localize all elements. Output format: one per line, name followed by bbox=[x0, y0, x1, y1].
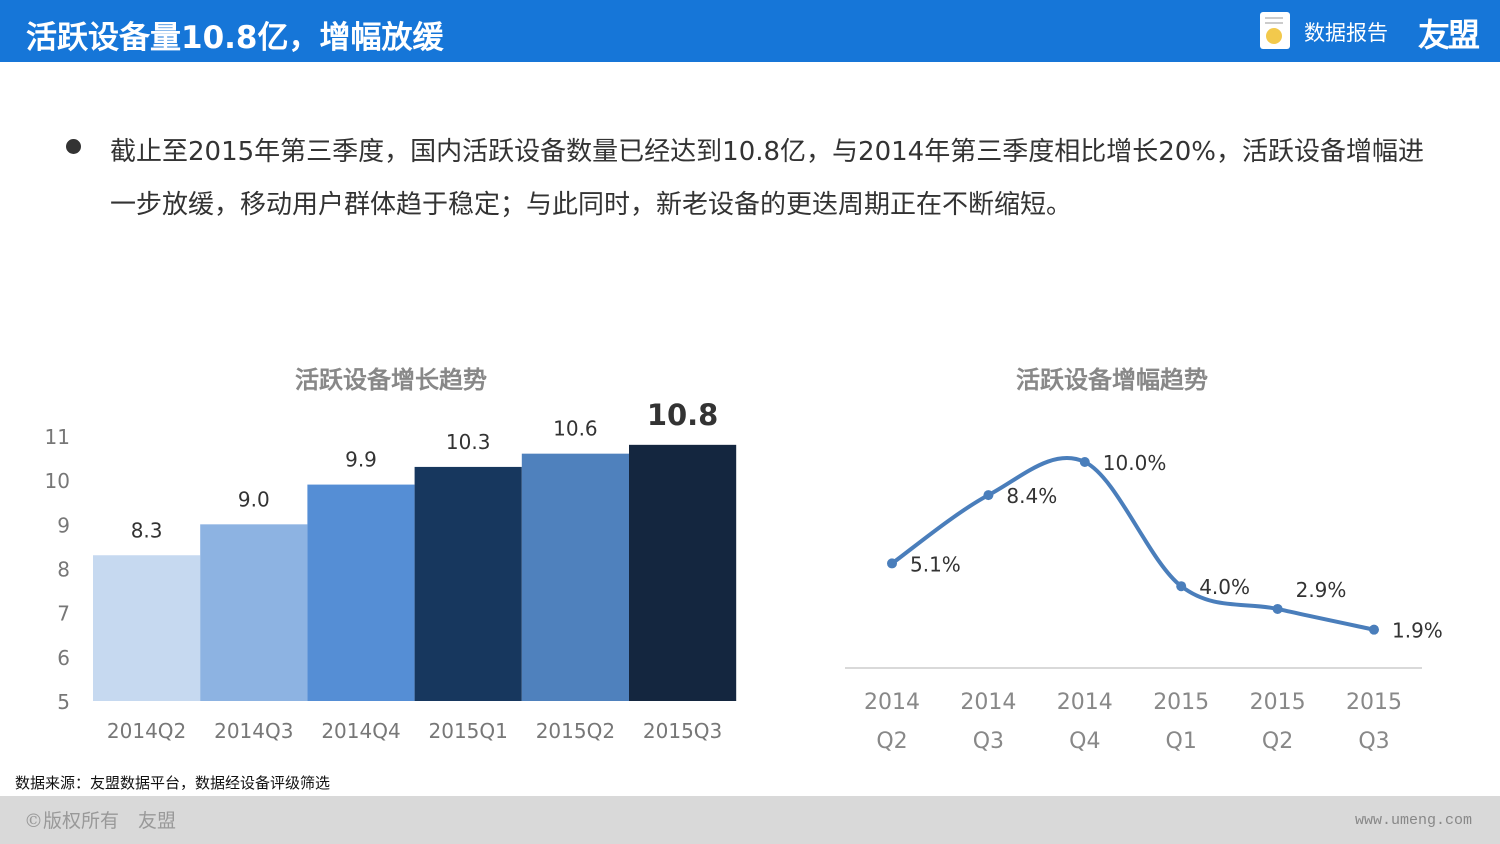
x-tick-quarter: Q2 bbox=[876, 729, 907, 754]
x-tick-quarter: Q2 bbox=[1262, 729, 1293, 754]
bar-2015Q2 bbox=[521, 453, 629, 701]
y-tick-label: 5 bbox=[57, 690, 70, 714]
line-point bbox=[1079, 457, 1090, 467]
footer: ©版权所有 友盟 www.umeng.com bbox=[0, 796, 1500, 844]
bar-value-label: 9.0 bbox=[238, 487, 270, 511]
y-tick-label: 10 bbox=[45, 469, 70, 493]
y-tick-label: 9 bbox=[57, 513, 70, 537]
data-source: 数据来源：友盟数据平台，数据经设备评级筛选 bbox=[15, 774, 331, 792]
bullet-dot bbox=[66, 139, 81, 154]
page-title: 活跃设备量10.8亿，增幅放缓 bbox=[26, 20, 444, 56]
growth-line bbox=[890, 455, 1375, 632]
document-pie-icon bbox=[1260, 12, 1290, 49]
bar-value-label: 8.3 bbox=[131, 518, 163, 542]
line-value-label: 4.0% bbox=[1199, 575, 1250, 599]
bar-2014Q4 bbox=[307, 484, 415, 701]
x-tick-label: 2015Q2 bbox=[536, 719, 615, 743]
bar-value-label: 9.9 bbox=[345, 448, 377, 472]
bar-chart-title: 活跃设备增长趋势 bbox=[295, 366, 487, 394]
bar-2014Q2 bbox=[93, 555, 201, 701]
x-tick-quarter: Q1 bbox=[1166, 729, 1197, 754]
bar-2014Q3 bbox=[200, 524, 308, 701]
x-tick-label: 2015Q1 bbox=[429, 719, 508, 743]
bar-2015Q1 bbox=[414, 466, 522, 701]
line-point bbox=[1369, 624, 1379, 635]
copyright: ©版权所有 友盟 bbox=[24, 810, 177, 832]
bar-value-label: 10.6 bbox=[553, 417, 598, 441]
website-link[interactable]: www.umeng.com bbox=[1354, 812, 1472, 829]
bar-2015Q3 bbox=[629, 444, 737, 701]
y-tick-label: 7 bbox=[57, 602, 70, 626]
header-bar: 活跃设备量10.8亿，增幅放缓 数据报告 友盟 bbox=[0, 0, 1500, 62]
bar-value-label: 10.3 bbox=[446, 430, 491, 454]
line-value-label: 8.4% bbox=[1006, 484, 1057, 508]
x-tick-quarter: Q3 bbox=[973, 729, 1004, 754]
x-tick-year: 2015 bbox=[1153, 690, 1209, 715]
x-tick-label: 2014Q3 bbox=[214, 719, 293, 743]
line-value-label: 10.0% bbox=[1103, 451, 1167, 475]
line-point bbox=[887, 558, 897, 569]
x-tick-year: 2015 bbox=[1346, 690, 1402, 715]
x-tick-year: 2014 bbox=[960, 690, 1016, 715]
line-point bbox=[983, 490, 994, 501]
y-tick-label: 8 bbox=[57, 558, 70, 582]
x-tick-year: 2014 bbox=[864, 690, 920, 715]
umeng-logo: 友盟 bbox=[1418, 16, 1480, 54]
x-tick-quarter: Q3 bbox=[1358, 729, 1389, 754]
x-tick-label: 2014Q2 bbox=[107, 719, 186, 743]
line-value-label: 1.9% bbox=[1392, 619, 1443, 643]
line-point bbox=[1176, 581, 1187, 592]
x-tick-year: 2014 bbox=[1057, 690, 1113, 715]
x-tick-year: 2015 bbox=[1250, 690, 1306, 715]
summary-text: 截止至2015年第三季度，国内活跃设备数量已经达到10.8亿，与2014年第三季… bbox=[110, 137, 1425, 220]
line-value-label: 2.9% bbox=[1296, 578, 1347, 602]
line-chart-title: 活跃设备增幅趋势 bbox=[1016, 366, 1208, 394]
x-tick-label: 2015Q3 bbox=[643, 719, 722, 743]
x-tick-quarter: Q4 bbox=[1069, 729, 1100, 754]
y-tick-label: 6 bbox=[57, 646, 70, 670]
bar-value-label: 10.8 bbox=[647, 398, 719, 432]
y-tick-label: 11 bbox=[45, 425, 70, 449]
x-tick-label: 2014Q4 bbox=[321, 719, 400, 743]
report-label: 数据报告 bbox=[1304, 21, 1388, 45]
line-value-label: 5.1% bbox=[910, 552, 961, 576]
line-point bbox=[1272, 603, 1283, 614]
